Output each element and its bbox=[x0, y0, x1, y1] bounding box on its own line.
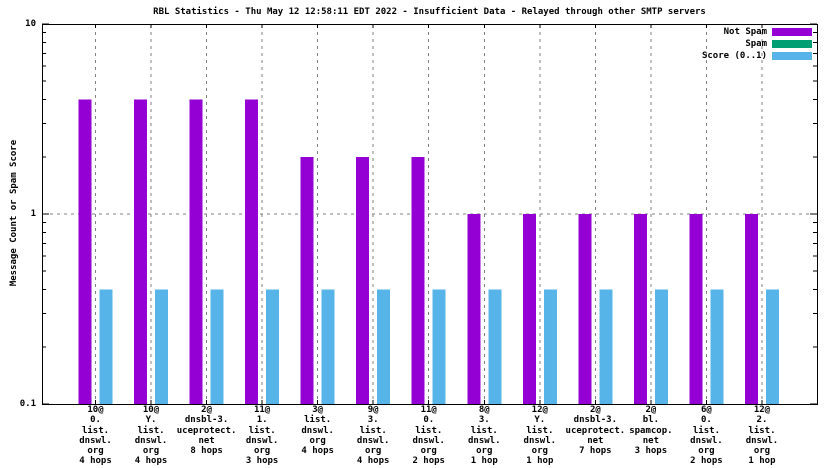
x-axis-label: 12@ Y. list. dnswl. org 1 hop bbox=[523, 405, 557, 467]
bar-not-spam bbox=[189, 99, 203, 404]
bar-not-spam bbox=[633, 214, 647, 404]
bar-score-0-1 bbox=[765, 289, 779, 404]
x-axis-label: 12@ 2. list. dnswl. org 1 hop bbox=[745, 405, 779, 467]
bar-not-spam bbox=[578, 214, 592, 404]
x-axis-label: 2@ dnsbl-3. uceprotect. net 7 hops bbox=[565, 405, 626, 457]
bar-not-spam bbox=[300, 156, 314, 404]
x-axis-label: 10@ 0. list. dnswl. org 4 hops bbox=[79, 405, 112, 467]
bar-not-spam bbox=[134, 99, 148, 404]
y-axis-tick-label: 10 bbox=[25, 19, 36, 29]
legend-label: Not Spam bbox=[723, 27, 767, 37]
x-axis-label: 2@ bl. spamcop. net 3 hops bbox=[629, 405, 673, 457]
legend-swatch bbox=[772, 52, 812, 60]
legend-item-score-0-1: Score (0..1) bbox=[702, 50, 812, 62]
bar-not-spam bbox=[467, 214, 481, 404]
bar-score-0-1 bbox=[599, 289, 613, 404]
legend-swatch bbox=[772, 40, 812, 48]
x-axis-label: 11@ 0. list. dnswl. org 2 hops bbox=[412, 405, 445, 467]
x-axis-label: 10@ Y. list. dnswl. org 4 hops bbox=[134, 405, 168, 467]
legend-label: Spam bbox=[745, 39, 767, 49]
x-axis-label: 3@ list. dnswl. org 4 hops bbox=[301, 405, 334, 457]
bar-score-0-1 bbox=[377, 289, 391, 404]
bar-score-0-1 bbox=[488, 289, 502, 404]
x-axis-label: 9@ 3. list. dnswl. org 4 hops bbox=[356, 405, 390, 467]
bar-score-0-1 bbox=[99, 289, 113, 404]
bar-not-spam bbox=[78, 99, 92, 404]
y-axis-tick-label: 0.1 bbox=[19, 399, 36, 409]
x-axis-label: 11@ 1. list. dnswl. org 3 hops bbox=[245, 405, 279, 467]
bar-not-spam bbox=[356, 156, 370, 404]
bar-not-spam bbox=[689, 214, 703, 404]
chart-title: RBL Statistics - Thu May 12 12:58:11 EDT… bbox=[153, 7, 706, 17]
bar-score-0-1 bbox=[155, 289, 169, 404]
bar-score-0-1 bbox=[321, 289, 335, 404]
bar-score-0-1 bbox=[210, 289, 224, 404]
bar-not-spam bbox=[744, 214, 758, 404]
bar-score-0-1 bbox=[654, 289, 668, 404]
legend-swatch bbox=[772, 28, 812, 36]
legend-item-not-spam: Not Spam bbox=[702, 26, 812, 38]
bar-score-0-1 bbox=[432, 289, 446, 404]
x-axis-label: 6@ 0. list. dnswl. org 2 hops bbox=[690, 405, 723, 467]
bar-score-0-1 bbox=[266, 289, 280, 404]
y-axis-tick-label: 1 bbox=[30, 209, 36, 219]
legend: Not Spam Spam Score (0..1) bbox=[702, 26, 812, 62]
bar-score-0-1 bbox=[543, 289, 557, 404]
legend-item-spam: Spam bbox=[702, 38, 812, 50]
x-axis-label: 2@ dnsbl-3. uceprotect. net 8 hops bbox=[176, 405, 237, 457]
bar-not-spam bbox=[522, 214, 536, 404]
x-axis-label: 8@ 3. list. dnswl. org 1 hop bbox=[468, 405, 501, 467]
bar-not-spam bbox=[411, 156, 425, 404]
bar-not-spam bbox=[245, 99, 259, 404]
legend-label: Score (0..1) bbox=[701, 51, 767, 61]
bar-score-0-1 bbox=[710, 289, 724, 404]
